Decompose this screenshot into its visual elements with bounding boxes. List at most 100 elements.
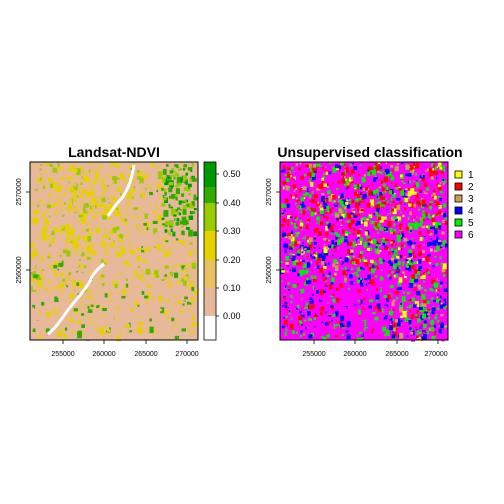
class-pixel xyxy=(357,335,362,339)
ndvi-pixel xyxy=(160,298,165,301)
class-pixel xyxy=(327,190,331,195)
class-pixel xyxy=(408,268,412,272)
class-pixel xyxy=(315,286,318,290)
class-pixel xyxy=(288,330,293,335)
class-pixel xyxy=(427,207,430,210)
class-pixel xyxy=(297,322,300,326)
ndvi-pixel xyxy=(98,314,103,319)
ndvi-pixel xyxy=(122,289,127,295)
ndvi-raster xyxy=(30,162,198,342)
class-pixel xyxy=(389,190,393,195)
ndvi-pixel xyxy=(166,316,171,321)
class-pixel xyxy=(414,268,418,274)
class-pixel xyxy=(379,250,382,252)
ndvi-pixel xyxy=(164,178,169,186)
class-pixel xyxy=(357,187,360,190)
ndvi-pixel xyxy=(140,229,143,234)
class-pixel xyxy=(308,163,312,169)
class-pixel xyxy=(288,278,290,281)
ndvi-pixel xyxy=(192,317,195,321)
class-pixel xyxy=(405,163,408,165)
class-pixel xyxy=(430,248,433,252)
ndvi-pixel xyxy=(180,321,186,328)
class-pixel xyxy=(349,205,354,210)
ndvi-pixel xyxy=(142,180,146,185)
class-pixel xyxy=(359,303,362,305)
ndvi-pixel xyxy=(81,189,87,194)
class-pixel xyxy=(405,261,410,267)
class-pixel xyxy=(441,231,445,235)
class-pixel xyxy=(287,265,290,267)
ndvi-pixel xyxy=(78,296,82,301)
ndvi-pixel xyxy=(187,327,191,330)
class-pixel xyxy=(410,276,415,284)
class-pixel xyxy=(423,228,427,233)
class-pixel xyxy=(300,259,302,262)
class-pixel xyxy=(334,291,338,294)
class-pixel xyxy=(335,236,338,240)
class-pixel xyxy=(404,263,407,266)
ndvi-pixel xyxy=(114,311,119,315)
class-pixel xyxy=(341,267,344,270)
class-pixel xyxy=(318,253,323,258)
class-pixel xyxy=(322,238,327,241)
class-pixel xyxy=(425,170,427,172)
ndvi-pixel xyxy=(83,284,86,288)
classification-x-tick-label: 260000 xyxy=(343,351,366,358)
ndvi-pixel xyxy=(99,275,103,280)
class-pixel xyxy=(371,323,374,327)
class-pixel xyxy=(286,233,291,237)
ndvi-pixel xyxy=(56,327,58,329)
class-pixel xyxy=(430,176,434,180)
ndvi-pixel xyxy=(38,310,42,315)
class-pixel xyxy=(410,223,415,227)
class-pixel xyxy=(284,331,288,336)
ndvi-pixel xyxy=(75,173,79,177)
class-pixel xyxy=(403,203,406,206)
ndvi-pixel xyxy=(116,275,121,278)
class-pixel xyxy=(333,247,337,250)
class-pixel xyxy=(331,162,334,166)
class-pixel xyxy=(360,209,365,212)
class-pixel xyxy=(320,312,324,316)
ndvi-pixel xyxy=(36,265,41,271)
class-pixel xyxy=(349,253,351,256)
ndvi-pixel xyxy=(133,243,137,248)
ndvi-pixel xyxy=(73,207,78,212)
class-pixel xyxy=(297,231,300,235)
class-pixel xyxy=(427,271,430,274)
class-pixel xyxy=(296,224,298,227)
ndvi-pixel xyxy=(90,321,94,325)
ndvi-pixel xyxy=(58,232,61,234)
class-pixel xyxy=(348,199,352,202)
ndvi-pixel xyxy=(128,263,131,267)
ndvi-pixel xyxy=(180,307,183,311)
class-pixel xyxy=(441,264,443,267)
class-pixel xyxy=(377,312,381,315)
colorbar-segment xyxy=(204,316,216,340)
ndvi-pixel xyxy=(71,195,74,197)
ndvi-pixel xyxy=(65,290,69,295)
class-pixel xyxy=(381,315,385,319)
class-pixel xyxy=(374,263,377,266)
ndvi-pixel xyxy=(82,169,87,174)
class-pixel xyxy=(383,176,388,183)
class-pixel xyxy=(359,259,362,263)
class-pixel xyxy=(443,180,447,183)
class-pixel xyxy=(325,166,327,168)
class-pixel xyxy=(421,331,424,334)
class-pixel xyxy=(330,232,334,235)
ndvi-pixel xyxy=(174,308,179,313)
ndvi-pixel xyxy=(109,202,111,204)
class-pixel xyxy=(416,180,418,182)
ndvi-pixel xyxy=(53,227,58,232)
class-pixel xyxy=(326,278,330,283)
ndvi-pixel xyxy=(36,333,39,337)
ndvi-pixel xyxy=(158,332,161,335)
ndvi-pixel xyxy=(164,250,170,257)
ndvi-pixel xyxy=(48,310,51,313)
class-pixel xyxy=(359,185,363,190)
class-pixel xyxy=(395,296,399,300)
ndvi-pixel xyxy=(76,282,80,287)
class-pixel xyxy=(325,283,328,286)
